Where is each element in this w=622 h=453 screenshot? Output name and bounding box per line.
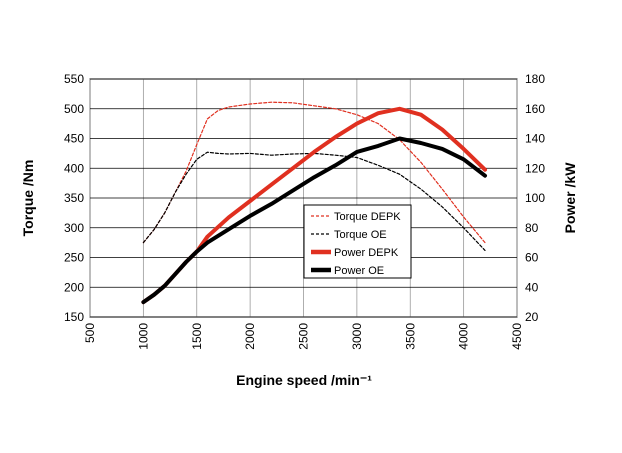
y-axis-left-title: Torque /Nm	[20, 160, 36, 237]
y-right-tick-label: 40	[525, 280, 539, 294]
y-left-tick-label: 400	[64, 161, 84, 175]
y-left-tick-label: 150	[64, 310, 84, 324]
y-left-tick-label: 350	[64, 191, 84, 205]
y-left-tick-label: 300	[64, 221, 84, 235]
x-tick-label: 2500	[297, 323, 311, 350]
x-tick-label: 1500	[190, 323, 204, 350]
series-line-power-oe	[141, 136, 487, 305]
x-tick-label: 3500	[403, 323, 417, 350]
series-line-torque-oe	[142, 151, 486, 251]
y-right-tick-label: 20	[525, 310, 539, 324]
y-left-tick-label: 500	[64, 102, 84, 116]
y-right-tick-label: 80	[525, 221, 539, 235]
series-lines	[141, 101, 487, 305]
legend-label-torque-depk: Torque DEPK	[334, 211, 401, 223]
legend-label-torque-oe: Torque OE	[334, 229, 387, 241]
legend-label-power-depk: Power DEPK	[334, 247, 399, 259]
legend-label-power-oe: Power OE	[334, 265, 384, 277]
y-left-tick-label: 250	[64, 251, 84, 265]
x-tick-label: 500	[83, 323, 97, 343]
x-tick-label: 2000	[243, 323, 257, 350]
y-right-tick-label: 180	[525, 72, 545, 86]
y-right-tick-label: 60	[525, 251, 539, 265]
x-tick-label: 4000	[457, 323, 471, 350]
y-right-tick-label: 140	[525, 132, 545, 146]
x-tick-label: 4500	[510, 323, 524, 350]
y-left-tick-label: 450	[64, 132, 84, 146]
y-axis-right-title: Power /kW	[562, 162, 578, 234]
legend-box	[303, 204, 412, 279]
y-right-tick-label: 100	[525, 191, 545, 205]
x-axis-title: Engine speed /min⁻¹	[236, 372, 372, 388]
x-tick-label: 3000	[350, 323, 364, 350]
y-left-tick-label: 550	[64, 72, 84, 86]
y-right-tick-label: 120	[525, 161, 545, 175]
y-left-tick-label: 200	[64, 280, 84, 294]
tick-labels: 500 1000 1500 2000 2500 3000 3500 4000 4500 150 20…	[64, 72, 545, 350]
legend: Torque DEPK Torque OE Power DEPK Power O…	[303, 204, 412, 279]
x-tick-label: 1000	[136, 323, 150, 350]
y-right-tick-label: 160	[525, 102, 545, 116]
